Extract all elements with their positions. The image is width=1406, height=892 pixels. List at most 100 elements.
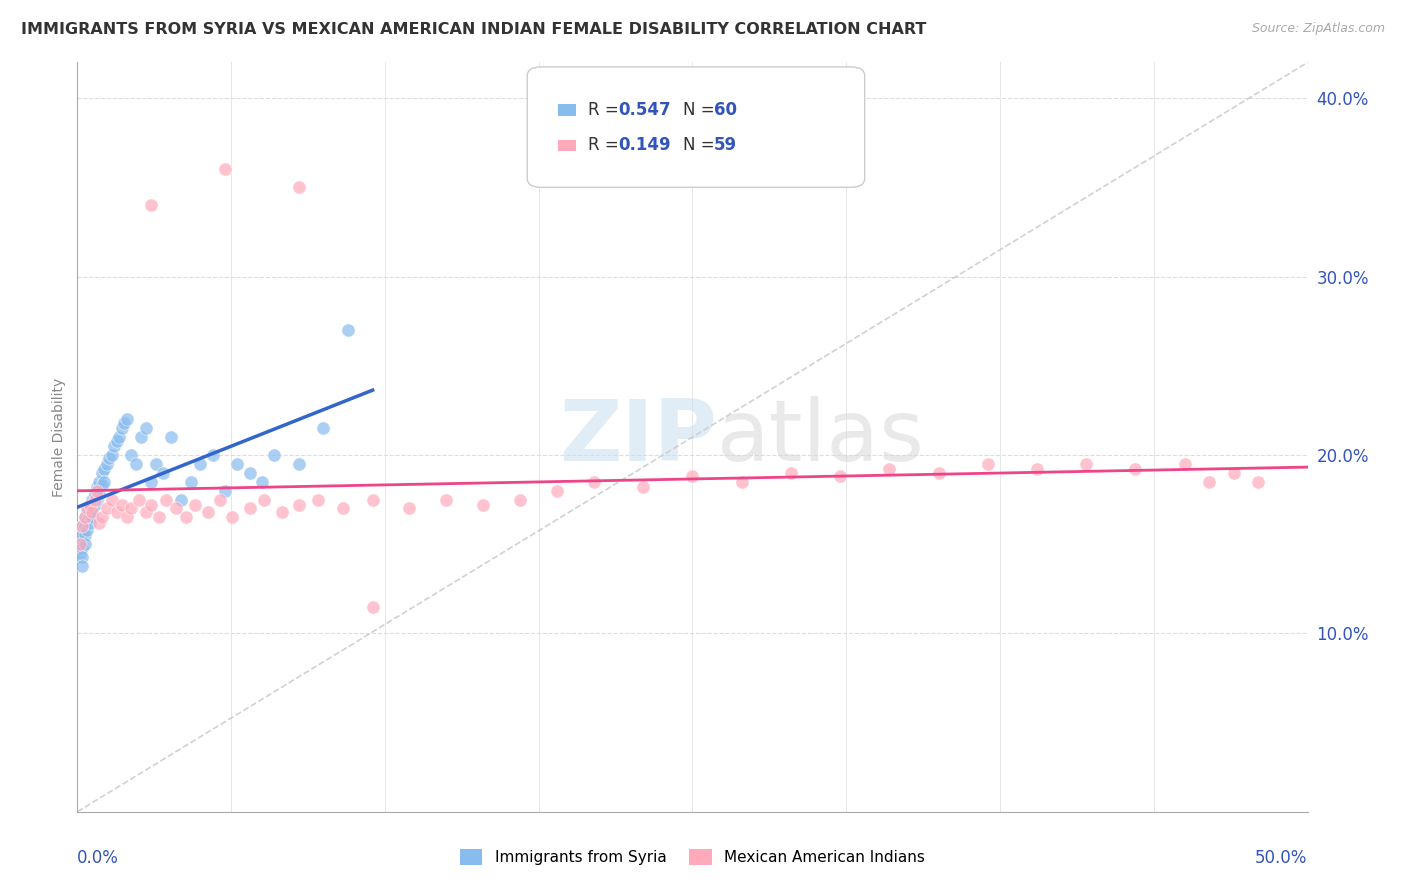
- Point: [121, 501, 143, 516]
- Point: [83, 487, 105, 501]
- Point: [121, 448, 143, 462]
- Point: [69, 537, 91, 551]
- Point: [128, 492, 150, 507]
- Point: [398, 501, 420, 516]
- Point: [69, 546, 91, 560]
- Point: [165, 501, 187, 516]
- Point: [239, 466, 262, 480]
- Y-axis label: Female Disability: Female Disability: [52, 377, 66, 497]
- Point: [135, 421, 157, 435]
- Point: [148, 510, 170, 524]
- Point: [105, 505, 128, 519]
- Point: [90, 478, 114, 492]
- Point: [141, 198, 163, 212]
- Point: [155, 492, 177, 507]
- Point: [103, 439, 125, 453]
- Point: [70, 519, 93, 533]
- Point: [98, 451, 121, 466]
- Point: [93, 475, 115, 489]
- Point: [101, 448, 124, 462]
- Point: [312, 421, 335, 435]
- Point: [90, 466, 114, 480]
- Point: [197, 505, 219, 519]
- Point: [184, 498, 207, 512]
- Point: [288, 457, 311, 471]
- Point: [226, 457, 249, 471]
- Point: [472, 498, 495, 512]
- Point: [70, 549, 93, 564]
- Point: [73, 528, 96, 542]
- Text: 0.149: 0.149: [619, 136, 671, 154]
- Text: R =: R =: [588, 101, 624, 119]
- Point: [82, 505, 104, 519]
- Point: [288, 498, 311, 512]
- Text: 0.0%: 0.0%: [77, 849, 120, 867]
- Point: [682, 469, 704, 483]
- Point: [115, 412, 138, 426]
- Point: [129, 430, 153, 444]
- Text: 60: 60: [714, 101, 737, 119]
- Point: [270, 505, 292, 519]
- Point: [96, 457, 118, 471]
- Point: [928, 466, 950, 480]
- Text: 59: 59: [714, 136, 737, 154]
- Point: [1026, 462, 1049, 476]
- Point: [830, 469, 852, 483]
- Point: [73, 510, 96, 524]
- Point: [1125, 462, 1147, 476]
- Point: [96, 501, 118, 516]
- Point: [160, 430, 183, 444]
- Point: [509, 492, 531, 507]
- Point: [82, 510, 104, 524]
- Point: [69, 537, 91, 551]
- Text: 50.0%: 50.0%: [1256, 849, 1308, 867]
- Point: [145, 457, 167, 471]
- Point: [83, 498, 105, 512]
- Point: [79, 498, 101, 512]
- Point: [76, 523, 98, 537]
- Point: [90, 510, 114, 524]
- Point: [79, 516, 101, 530]
- Point: [977, 457, 1000, 471]
- Point: [780, 466, 803, 480]
- Point: [239, 501, 262, 516]
- Point: [86, 483, 108, 498]
- Legend: Immigrants from Syria, Mexican American Indians: Immigrants from Syria, Mexican American …: [453, 843, 932, 871]
- Point: [111, 498, 132, 512]
- Point: [1223, 466, 1246, 480]
- Point: [141, 475, 163, 489]
- Point: [879, 462, 901, 476]
- Point: [263, 448, 285, 462]
- Point: [583, 475, 606, 489]
- Point: [361, 599, 384, 614]
- Point: [1247, 475, 1270, 489]
- Point: [125, 457, 148, 471]
- Text: R =: R =: [588, 136, 624, 154]
- Point: [83, 492, 105, 507]
- Point: [214, 162, 236, 177]
- Point: [93, 462, 115, 476]
- Point: [253, 492, 276, 507]
- Point: [79, 498, 101, 512]
- Point: [89, 475, 111, 489]
- Point: [86, 492, 108, 507]
- Point: [73, 537, 96, 551]
- Point: [108, 430, 131, 444]
- Point: [70, 558, 93, 573]
- Point: [201, 448, 224, 462]
- Point: [112, 416, 135, 430]
- Point: [70, 519, 93, 533]
- Point: [73, 519, 96, 533]
- Text: ZIP: ZIP: [560, 395, 717, 479]
- Point: [79, 507, 101, 521]
- Point: [115, 510, 138, 524]
- Point: [135, 505, 157, 519]
- Point: [89, 487, 111, 501]
- Point: [250, 475, 273, 489]
- Text: N =: N =: [683, 101, 720, 119]
- Point: [89, 516, 111, 530]
- Point: [633, 480, 655, 494]
- Point: [288, 180, 311, 194]
- Point: [332, 501, 354, 516]
- Point: [188, 457, 212, 471]
